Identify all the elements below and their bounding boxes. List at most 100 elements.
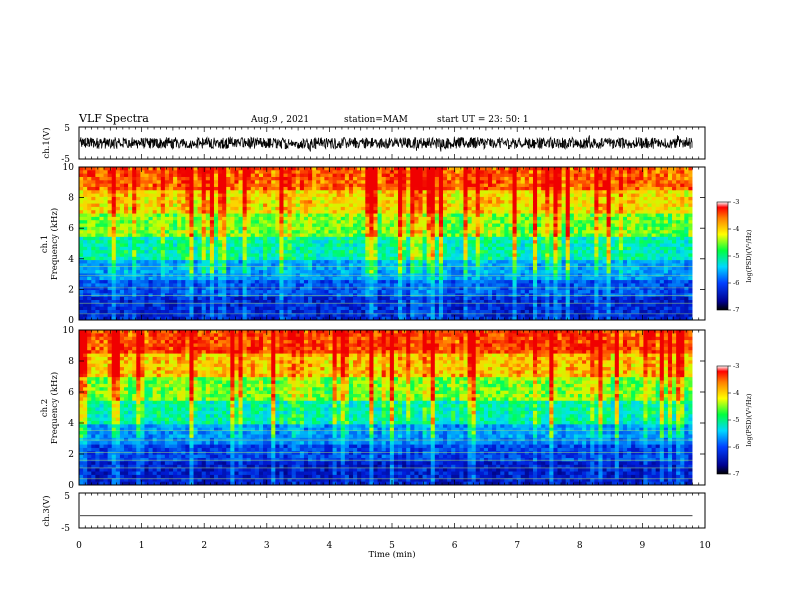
spectrogram-cell xyxy=(312,173,317,178)
spectrogram-cell xyxy=(168,270,174,274)
spectrogram-cell xyxy=(471,236,477,241)
spectrogram-cell xyxy=(365,236,370,241)
spectrogram-cell xyxy=(549,270,554,274)
spectrogram-cell xyxy=(426,250,432,254)
spectrogram-cell xyxy=(226,220,231,224)
spectrogram-cell xyxy=(541,270,546,274)
spectrogram-cell xyxy=(226,223,231,228)
spectrogram-cell xyxy=(393,173,399,178)
spectrogram-cell xyxy=(606,243,612,248)
spectrogram-cell xyxy=(197,270,203,274)
spectrogram-cell xyxy=(430,173,436,178)
spectrogram-cell xyxy=(197,203,203,208)
spectrogram-cell xyxy=(447,200,452,204)
spectrogram-cell xyxy=(422,250,428,254)
spectrogram-cell xyxy=(332,193,338,198)
spectrogram-cell xyxy=(393,200,399,204)
spectrogram-cell xyxy=(676,213,681,218)
spectrogram-cell xyxy=(79,223,84,228)
spectrogram-cell xyxy=(140,276,145,281)
spectrogram-cell xyxy=(500,260,505,264)
spectrogram-cell xyxy=(487,170,493,175)
spectrogram-cell xyxy=(328,253,333,258)
spectrogram-cell xyxy=(83,173,88,178)
spectrogram-cell xyxy=(234,260,239,264)
spectrogram-cell xyxy=(389,183,395,188)
spectrogram-cell xyxy=(610,190,616,195)
spectrogram-cell xyxy=(324,223,329,228)
spectrogram-cell xyxy=(258,253,264,258)
spectrogram-cell xyxy=(287,270,293,274)
spectrogram-cell xyxy=(610,240,616,244)
spectrogram-cell xyxy=(287,170,293,175)
spectrogram-cell xyxy=(618,250,624,254)
spectrogram-cell xyxy=(479,170,485,175)
spectrogram-cell xyxy=(402,263,407,268)
spectrogram-cell xyxy=(688,176,693,181)
spectrogram-cell xyxy=(308,206,313,211)
spectrogram-cell xyxy=(369,270,374,274)
spectrogram-cell xyxy=(267,216,272,221)
spectrogram-cell xyxy=(336,170,342,175)
spectrogram-cell xyxy=(115,176,121,181)
spectrogram-cell xyxy=(324,266,329,271)
spectrogram-cell xyxy=(659,203,665,208)
spectrogram-cell xyxy=(328,240,333,244)
spectrogram-cell xyxy=(643,236,648,241)
spectrogram-cell xyxy=(119,190,125,195)
spectrogram-cell xyxy=(242,196,248,201)
spectrogram-cell xyxy=(520,193,526,198)
spectrogram-cell xyxy=(291,250,297,254)
spectrogram-cell xyxy=(316,216,321,221)
spectrogram-cell xyxy=(565,170,571,175)
spectrogram-cell xyxy=(635,256,640,261)
spectrogram-cell xyxy=(618,273,624,278)
spectrogram-cell xyxy=(369,193,374,198)
spectrogram-cell xyxy=(103,230,109,234)
spectrogram-cell xyxy=(475,210,481,214)
spectrogram-cell xyxy=(213,276,219,281)
spectrogram-cell xyxy=(238,236,243,241)
spectrogram-cell xyxy=(123,196,129,201)
spectrogram-cell xyxy=(586,220,591,224)
spectrogram-cell xyxy=(389,223,395,228)
spectrogram-cell xyxy=(123,190,129,195)
spectrogram-cell xyxy=(308,240,313,244)
spectrogram-cell xyxy=(577,266,583,271)
spectrogram-cell xyxy=(418,180,423,185)
spectrogram-cell xyxy=(389,176,395,181)
spectrogram-cell xyxy=(250,233,256,238)
spectrogram-cell xyxy=(103,246,109,251)
spectrogram-cell xyxy=(275,167,280,171)
spectrogram-cell xyxy=(271,186,276,191)
spectrogram-cell xyxy=(606,167,612,171)
spectrogram-cell xyxy=(291,173,297,178)
spectrogram-cell xyxy=(271,183,276,188)
spectrogram-cell xyxy=(479,273,485,278)
spectrogram-cell xyxy=(152,173,158,178)
spectrogram-cell xyxy=(250,176,256,181)
spectrogram-cell xyxy=(328,220,333,224)
spectrogram-cell xyxy=(557,216,562,221)
spectrogram-cell xyxy=(659,206,665,211)
spectrogram-cell xyxy=(586,210,591,214)
spectrogram-cell xyxy=(402,270,407,274)
spectrogram-cell xyxy=(385,176,391,181)
spectrogram-cell xyxy=(107,196,113,201)
spectrogram-cell xyxy=(218,273,223,278)
spectrogram-cell xyxy=(586,256,591,261)
spectrogram-cell xyxy=(303,230,309,234)
spectrogram-cell xyxy=(389,250,395,254)
spectrogram-cell xyxy=(381,236,387,241)
spectrogram-cell xyxy=(577,196,583,201)
spectrogram-cell xyxy=(512,176,518,181)
spectrogram-cell xyxy=(663,206,669,211)
spectrogram-cell xyxy=(398,170,403,175)
spectrogram-cell xyxy=(361,273,366,278)
spectrogram-cell xyxy=(373,223,378,228)
spectrogram-cell xyxy=(279,246,284,251)
spectrogram-cell xyxy=(287,167,293,171)
spectrogram-cell xyxy=(234,236,239,241)
spectrogram-cell xyxy=(312,256,317,261)
spectrogram-cell xyxy=(201,183,207,188)
